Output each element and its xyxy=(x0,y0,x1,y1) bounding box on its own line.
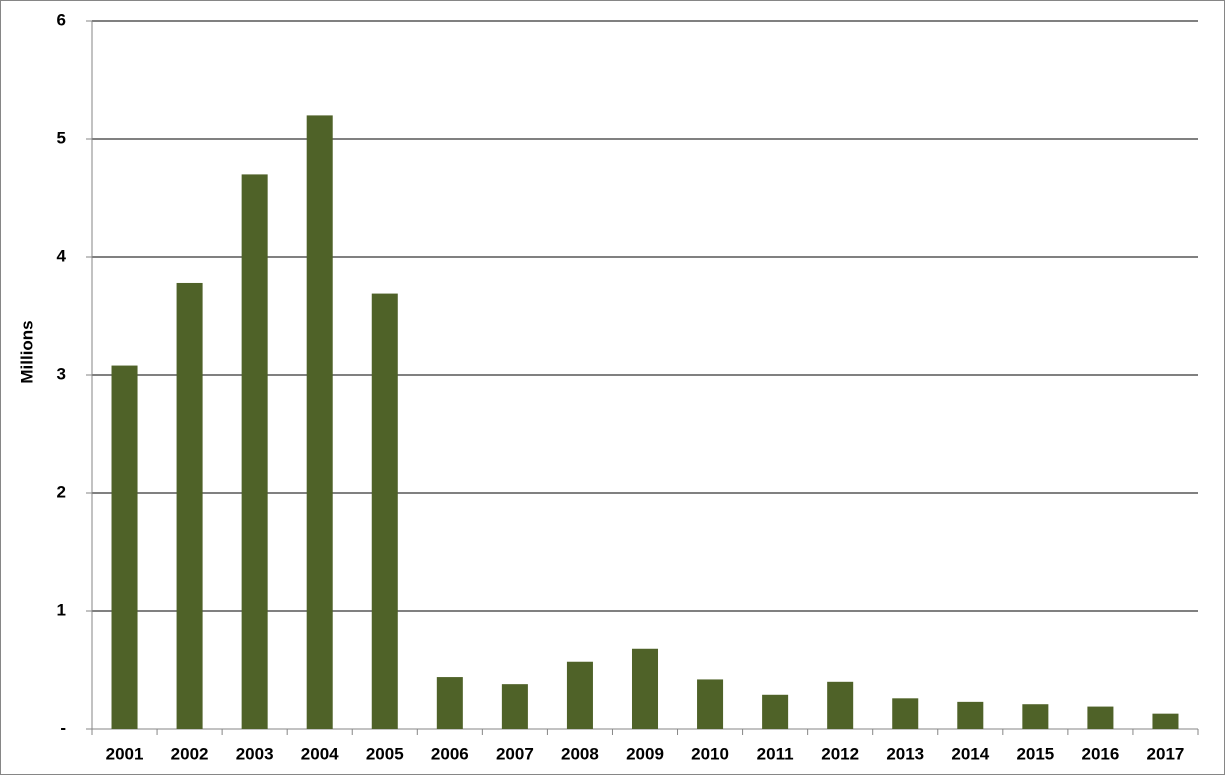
y-axis-title: Millions xyxy=(17,320,36,383)
bar xyxy=(501,684,528,729)
bar xyxy=(566,661,593,729)
x-tick-label: 2007 xyxy=(496,744,534,763)
y-tick-label: 5 xyxy=(57,128,66,147)
x-tick-label: 2004 xyxy=(301,744,339,763)
bar xyxy=(697,679,724,729)
x-tick-label: 2017 xyxy=(1147,744,1185,763)
bar xyxy=(436,677,463,729)
bar xyxy=(1022,704,1049,729)
bar xyxy=(111,365,138,729)
bar xyxy=(371,293,398,729)
x-tick-label: 2011 xyxy=(757,744,794,763)
y-tick-label: 6 xyxy=(57,10,66,29)
x-tick-label: 2016 xyxy=(1081,744,1119,763)
x-tick-label: 2008 xyxy=(561,744,599,763)
y-tick-label: 2 xyxy=(57,482,66,501)
x-tick-label: 2001 xyxy=(106,744,144,763)
x-tick-label: 2005 xyxy=(366,744,404,763)
x-tick-label: 2009 xyxy=(626,744,664,763)
bar xyxy=(827,681,854,729)
bar xyxy=(631,648,659,729)
bar xyxy=(762,694,789,729)
bar xyxy=(957,701,984,729)
y-tick-label: 1 xyxy=(57,600,66,619)
y-tick-label: 3 xyxy=(57,364,66,383)
x-tick-label: 2013 xyxy=(886,744,924,763)
x-tick-label: 2006 xyxy=(431,744,469,763)
x-tick-label: 2015 xyxy=(1016,744,1054,763)
bar xyxy=(892,698,919,729)
x-tick-label: 2014 xyxy=(951,744,989,763)
bar xyxy=(1087,706,1114,729)
y-tick-label: - xyxy=(60,718,66,737)
x-tick-label: 2012 xyxy=(821,744,859,763)
bar xyxy=(241,174,268,729)
bar xyxy=(1152,713,1179,729)
x-tick-label: 2010 xyxy=(691,744,729,763)
x-tick-label: 2002 xyxy=(171,744,209,763)
bar xyxy=(306,115,333,729)
x-tick-label: 2003 xyxy=(236,744,274,763)
y-tick-label: 4 xyxy=(57,246,67,265)
bar xyxy=(176,282,203,729)
